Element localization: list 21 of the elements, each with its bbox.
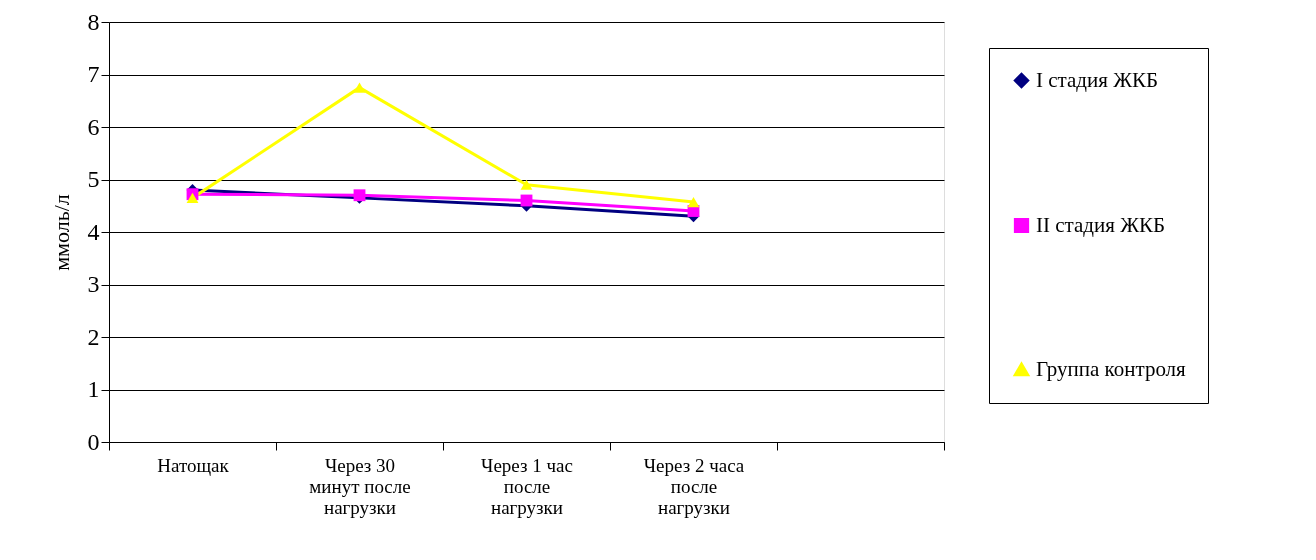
y-tick-label: 4 — [87, 218, 100, 245]
legend-label: I стадия ЖКБ — [1036, 67, 1159, 92]
y-tick-label: 0 — [87, 428, 100, 455]
y-tick-label: 7 — [87, 61, 100, 87]
y-tick-label: 5 — [87, 166, 100, 192]
legend-label: II стадия ЖКБ — [1036, 212, 1166, 237]
point — [186, 192, 199, 203]
x-tick-label: Натощак — [157, 454, 230, 476]
y-tick-label: 6 — [87, 113, 100, 140]
x-tick-label: Через 30 минут после нагрузки — [309, 454, 411, 518]
point — [687, 196, 700, 208]
x-tick-label: Через 1 час после нагрузки — [481, 454, 573, 518]
y-tick-label: 3 — [87, 271, 100, 297]
y-tick-label: 2 — [87, 323, 100, 350]
point — [353, 82, 366, 93]
y-tick-label: 1 — [87, 376, 100, 402]
x-tick-label: Через 2 часа после нагрузки — [643, 454, 745, 518]
y-tick-label: 8 — [87, 8, 100, 35]
point — [520, 179, 533, 190]
legend-label: Группа контроля — [1036, 356, 1187, 381]
y-axis-title: ммоль/л — [48, 194, 74, 271]
